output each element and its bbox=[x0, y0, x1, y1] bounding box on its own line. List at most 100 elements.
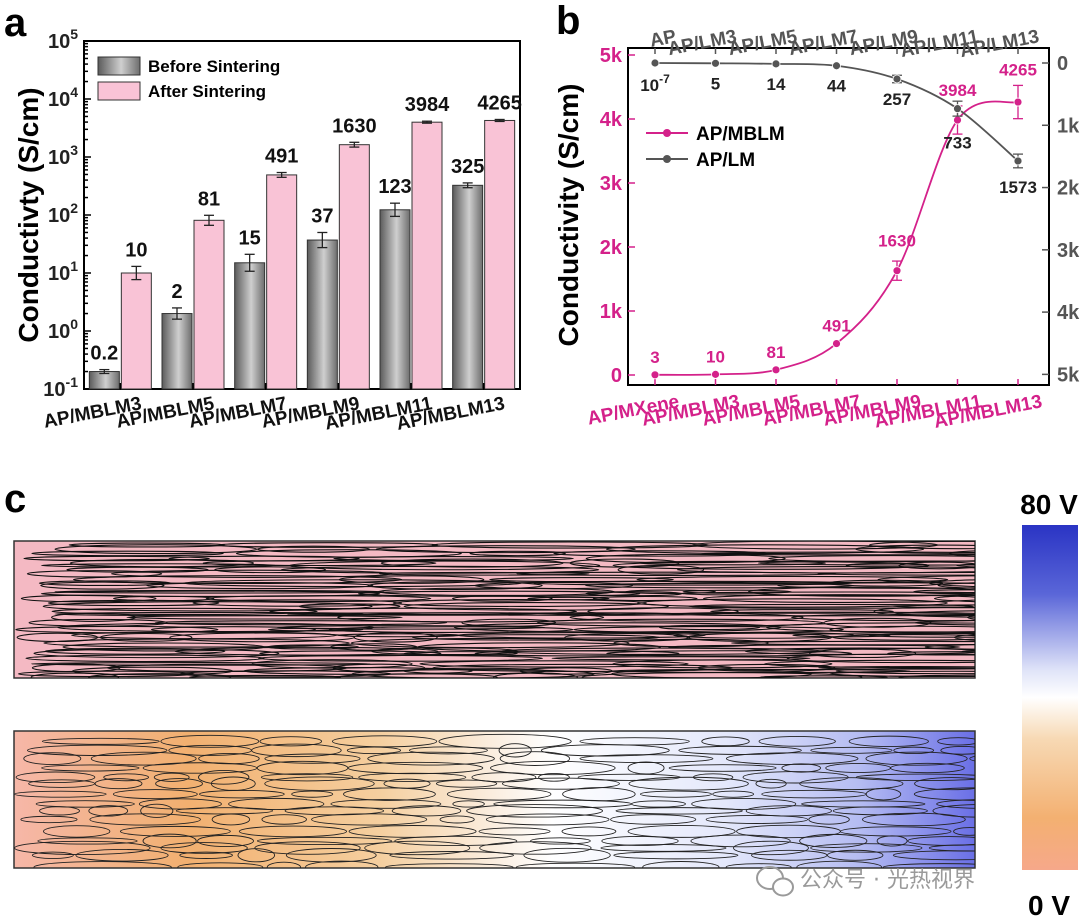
flake-outline bbox=[205, 595, 432, 602]
data-label: 10-7 bbox=[640, 72, 670, 95]
flake-outline bbox=[419, 660, 689, 668]
flake-outline bbox=[887, 651, 975, 656]
flake-outline bbox=[23, 752, 82, 765]
y-tick-exp: 1 bbox=[70, 258, 78, 274]
colorbar-top-label: 80 V bbox=[1020, 489, 1078, 520]
flake-outline bbox=[20, 815, 78, 824]
flake-outline bbox=[351, 668, 595, 678]
flake-outline bbox=[606, 650, 853, 657]
flake-outline bbox=[848, 735, 929, 747]
legend-label: AP/MBLM bbox=[696, 124, 785, 145]
after-sintering-bar bbox=[411, 121, 443, 390]
flake-outline bbox=[712, 790, 755, 798]
flake-outline bbox=[690, 834, 791, 848]
data-label: 81 bbox=[198, 188, 220, 210]
y-axis-label: Conductivity (S/cm) bbox=[553, 84, 584, 347]
flake-outline bbox=[41, 764, 140, 772]
after-sintering-bar bbox=[484, 119, 516, 390]
flake-outline bbox=[197, 834, 254, 847]
flake-outline bbox=[809, 648, 917, 659]
flake-outline bbox=[199, 789, 285, 799]
flake-outline bbox=[228, 797, 325, 810]
flake-outline bbox=[364, 840, 471, 856]
flake-outline bbox=[103, 773, 150, 782]
flake-outline bbox=[25, 654, 265, 663]
flake-outline bbox=[350, 637, 630, 649]
flake-outline bbox=[499, 751, 571, 766]
flake-outline bbox=[658, 624, 761, 631]
flake-outline bbox=[254, 841, 361, 855]
flake-outline bbox=[515, 862, 635, 868]
flake-outline bbox=[51, 607, 318, 616]
flake-outline bbox=[688, 603, 974, 609]
flake-outline bbox=[474, 650, 680, 657]
flake-outline bbox=[394, 835, 518, 847]
flake-outline bbox=[914, 777, 975, 791]
flake-outline bbox=[940, 746, 975, 755]
flake-outline bbox=[691, 798, 797, 810]
flake-outline bbox=[668, 764, 777, 772]
flake-outline bbox=[615, 807, 743, 815]
flake-outline bbox=[218, 542, 439, 548]
flake-outline bbox=[367, 751, 495, 766]
before-sintering-bar bbox=[234, 262, 266, 390]
wechat-icon bbox=[756, 866, 794, 897]
flake-outline bbox=[402, 667, 547, 675]
flake-outline bbox=[23, 555, 210, 562]
flake-outline bbox=[291, 790, 334, 798]
data-label: 37 bbox=[311, 205, 333, 227]
y-tick-base: 10 bbox=[48, 321, 70, 343]
flake-outline bbox=[409, 746, 488, 755]
flake-outline bbox=[237, 848, 276, 863]
flake-outline bbox=[628, 776, 749, 791]
flake-outline bbox=[269, 607, 578, 616]
flake-outline bbox=[40, 590, 381, 597]
flake-outline bbox=[835, 667, 975, 675]
flake-outline bbox=[333, 555, 574, 562]
flake-outline bbox=[631, 800, 686, 808]
flake-outline bbox=[202, 560, 437, 567]
flake-outline bbox=[311, 813, 428, 826]
data-label-text: 3 bbox=[650, 348, 659, 367]
flake-outline bbox=[553, 550, 767, 557]
data-label: 491 bbox=[265, 146, 298, 168]
flake-outline bbox=[285, 848, 377, 863]
aligned-flakes-top bbox=[15, 541, 975, 678]
flake-outline bbox=[328, 626, 574, 633]
flake-outline bbox=[347, 761, 484, 775]
data-label: 0.2 bbox=[90, 343, 118, 365]
left-y-tick-label: 4k bbox=[600, 109, 623, 131]
y-tick-base: 10 bbox=[48, 89, 70, 111]
flake-outline bbox=[451, 595, 553, 602]
flake-outline bbox=[14, 790, 107, 798]
flake-outline bbox=[748, 586, 975, 597]
flake-outline bbox=[817, 571, 975, 576]
data-label-text: 257 bbox=[883, 90, 911, 109]
flake-outline bbox=[160, 842, 248, 854]
data-label: 5 bbox=[711, 74, 720, 93]
left-y-tick-label: 3k bbox=[600, 173, 623, 195]
y-tick-base: 10 bbox=[48, 263, 70, 285]
right-y-tick-label: 3k bbox=[1057, 240, 1080, 262]
data-point bbox=[953, 115, 962, 125]
y-tick-exp: 3 bbox=[70, 142, 78, 158]
flake-outline bbox=[493, 672, 578, 678]
data-label: 3984 bbox=[405, 94, 450, 116]
data-point bbox=[650, 370, 660, 380]
flake-outline bbox=[642, 861, 720, 868]
data-label: 10 bbox=[125, 239, 147, 261]
flake-outline bbox=[439, 815, 475, 824]
flake-outline bbox=[37, 837, 138, 845]
data-label: 4265 bbox=[999, 60, 1037, 79]
panel-c-label: c bbox=[4, 477, 26, 521]
flake-outline bbox=[932, 804, 975, 818]
right-y-tick-label: 4k bbox=[1057, 302, 1080, 324]
flake-outline bbox=[192, 599, 403, 607]
flake-outline bbox=[865, 787, 902, 801]
flake-outline bbox=[592, 595, 698, 602]
data-label: 1573 bbox=[999, 178, 1037, 197]
flake-outline bbox=[792, 633, 891, 638]
flake-outline bbox=[501, 777, 620, 790]
flake-outline bbox=[759, 675, 888, 678]
